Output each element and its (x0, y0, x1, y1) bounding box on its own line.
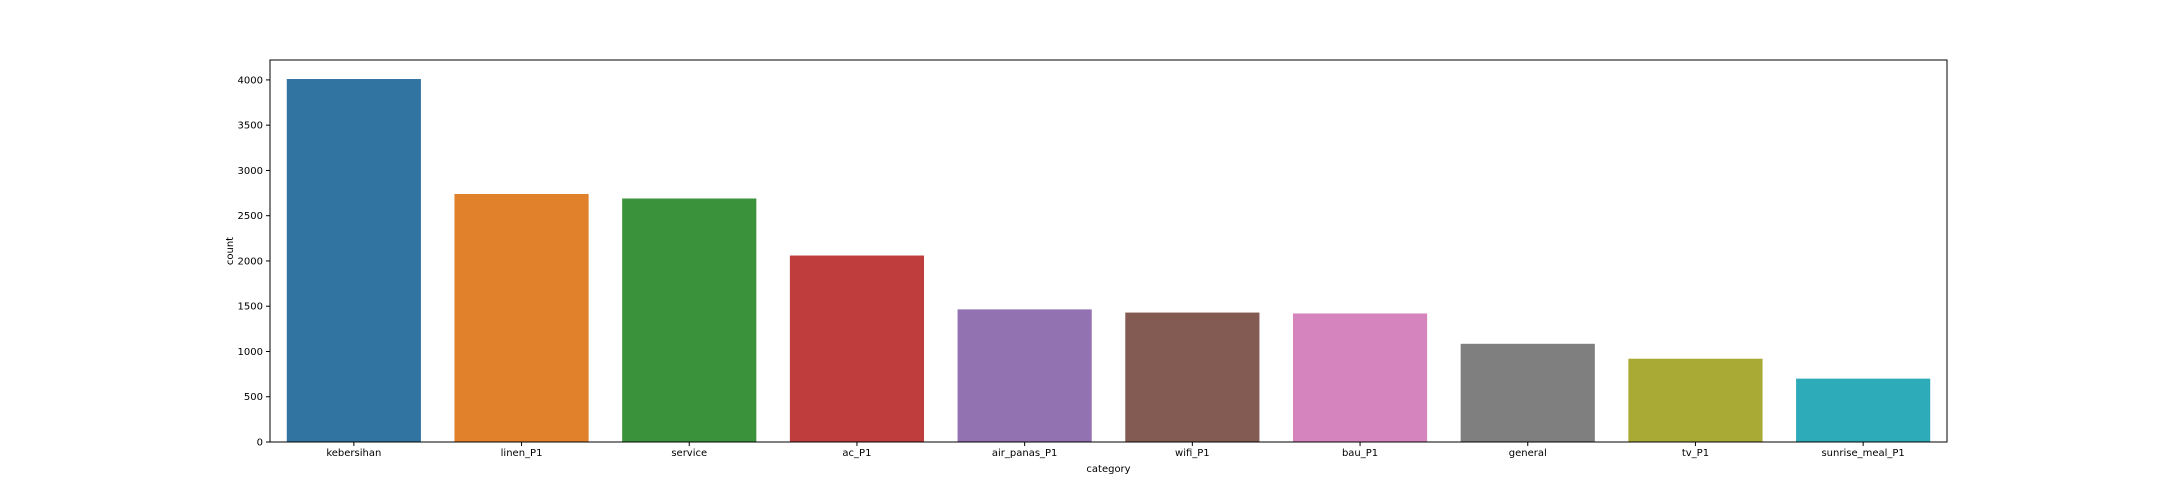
y-tick-label: 2000 (238, 256, 263, 267)
x-tick-label: sunrise_meal_P1 (1821, 448, 1904, 459)
x-axis-title: category (1086, 464, 1130, 475)
x-tick-label: wifi_P1 (1175, 448, 1210, 459)
y-tick-label: 500 (244, 392, 263, 403)
y-tick-label: 3500 (238, 121, 263, 132)
x-tick-label: service (671, 448, 707, 459)
bar-wifi_P1 (1125, 312, 1260, 442)
y-tick-label: 2500 (238, 211, 263, 222)
y-tick-label: 1500 (238, 302, 263, 313)
plot-frame (269, 59, 1948, 443)
bar-bau_P1 (1292, 313, 1428, 442)
x-tick-label: bau_P1 (1342, 448, 1378, 459)
bar-linen_P1 (454, 193, 589, 442)
y-tick-label: 0 (257, 438, 263, 449)
y-axis: 0 500 1000 1500 2000 2500 3000 3500 4000 (238, 75, 270, 449)
x-tick-label: tv_P1 (1682, 448, 1709, 459)
x-tick-label: air_panas_P1 (992, 448, 1058, 459)
bar-sunrise_meal_P1 (1796, 378, 1931, 442)
bar-ac_P1 (789, 255, 925, 442)
y-tick-label: 3000 (238, 166, 263, 177)
bar-general (1460, 343, 1595, 442)
x-axis: kebersihan linen_P1 service ac_P1 air_panas_… (326, 442, 1905, 459)
x-tick-label: general (1509, 448, 1547, 459)
bar-air_panas_P1 (957, 309, 1092, 442)
bars-group (286, 79, 1931, 443)
bar-tv_P1 (1628, 358, 1763, 442)
x-tick-label: ac_P1 (842, 448, 871, 459)
y-tick-label: 4000 (238, 75, 263, 86)
bar-service (622, 198, 757, 442)
x-tick-label: kebersihan (326, 448, 381, 459)
x-tick-label: linen_P1 (501, 448, 543, 459)
bar-kebersihan (286, 79, 421, 443)
y-axis-title: count (225, 237, 236, 265)
y-tick-label: 1000 (238, 347, 263, 358)
